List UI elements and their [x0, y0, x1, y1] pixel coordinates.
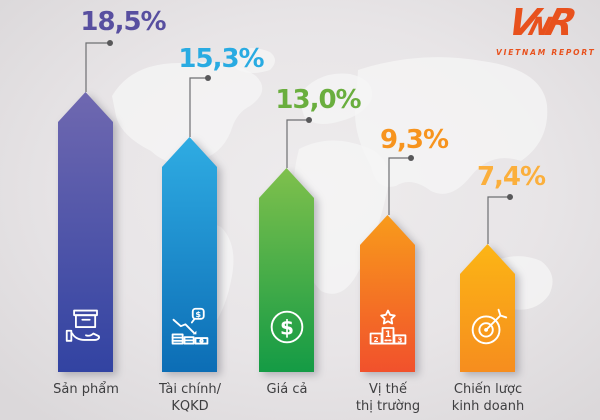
- svg-text:$: $: [195, 309, 201, 319]
- finance-decline-icon: $: [171, 307, 208, 345]
- svg-text:2: 2: [373, 335, 378, 344]
- category-label-vi-the-thi-truong: Vị thế thị trường: [328, 381, 448, 415]
- bar-tai-chinh-kqkd: $: [162, 137, 217, 372]
- bar-shape: $: [259, 168, 314, 372]
- map-landmass-europe: [298, 73, 373, 125]
- category-line: Vị thế: [369, 382, 407, 397]
- bar-shape: [58, 92, 113, 372]
- svg-text:1: 1: [384, 329, 390, 340]
- map-landmass-greenland: [230, 48, 275, 73]
- bar-gia-ca: $: [259, 168, 314, 372]
- value-label-chien-luoc: 7,4%: [476, 162, 546, 192]
- svg-text:$: $: [280, 316, 294, 340]
- category-label-chien-luoc-kinh-doanh: Chiến lược kinh doanh: [428, 381, 548, 415]
- value-label-vi-the-thi-truong: 9,3%: [379, 125, 449, 155]
- vnr-logo-subtext: VIETNAM REPORT: [496, 48, 596, 57]
- category-line: Chiến lược: [453, 382, 523, 397]
- connector-dot: [205, 75, 211, 81]
- podium-ranking-icon: 1 2 3: [369, 309, 406, 345]
- category-line: Tài chính/: [159, 382, 221, 397]
- category-line: Giá cả: [266, 382, 308, 397]
- category-label-tai-chinh-kqkd: Tài chính/ KQKD: [130, 381, 250, 415]
- category-line: KQKD: [171, 399, 209, 414]
- category-line: kinh doanh: [451, 399, 525, 414]
- value-label-gia-ca: 13,0%: [275, 85, 361, 115]
- connector-dot: [507, 194, 513, 200]
- category-label-gia-ca: Giá cả: [227, 381, 347, 398]
- vnr-logo: VNR VIETNAM REPORT: [496, 1, 596, 57]
- bar-shape: [460, 244, 515, 372]
- bar-shape: 1 2 3: [360, 215, 415, 372]
- connector-dot: [107, 40, 113, 46]
- value-label-tai-chinh: 15,3%: [178, 44, 264, 74]
- bar-shape: $: [162, 137, 217, 372]
- connector-dot: [408, 155, 414, 161]
- category-label-san-pham: Sản phẩm: [26, 381, 146, 398]
- svg-text:3: 3: [397, 336, 402, 345]
- connector-dot: [306, 117, 312, 123]
- product-box-hand-icon: [65, 309, 100, 342]
- dollar-coin-icon: $: [270, 310, 303, 344]
- target-arrow-icon: [471, 308, 507, 345]
- category-line: Sản phẩm: [53, 382, 119, 397]
- bar-chien-luoc-kinh-doanh: [460, 244, 515, 372]
- bar-san-pham: [58, 92, 113, 372]
- map-landmass-asia: [355, 57, 548, 194]
- map-landmass-north-america: [112, 61, 263, 164]
- connector-line: [487, 196, 510, 244]
- connector-line: [388, 157, 411, 215]
- value-label-san-pham: 18,5%: [80, 7, 166, 37]
- connector-line: [189, 77, 208, 137]
- category-line: thị trường: [355, 399, 421, 414]
- connector-line: [85, 42, 110, 92]
- connector-line: [286, 119, 309, 168]
- bar-vi-the-thi-truong: 1 2 3: [360, 215, 415, 372]
